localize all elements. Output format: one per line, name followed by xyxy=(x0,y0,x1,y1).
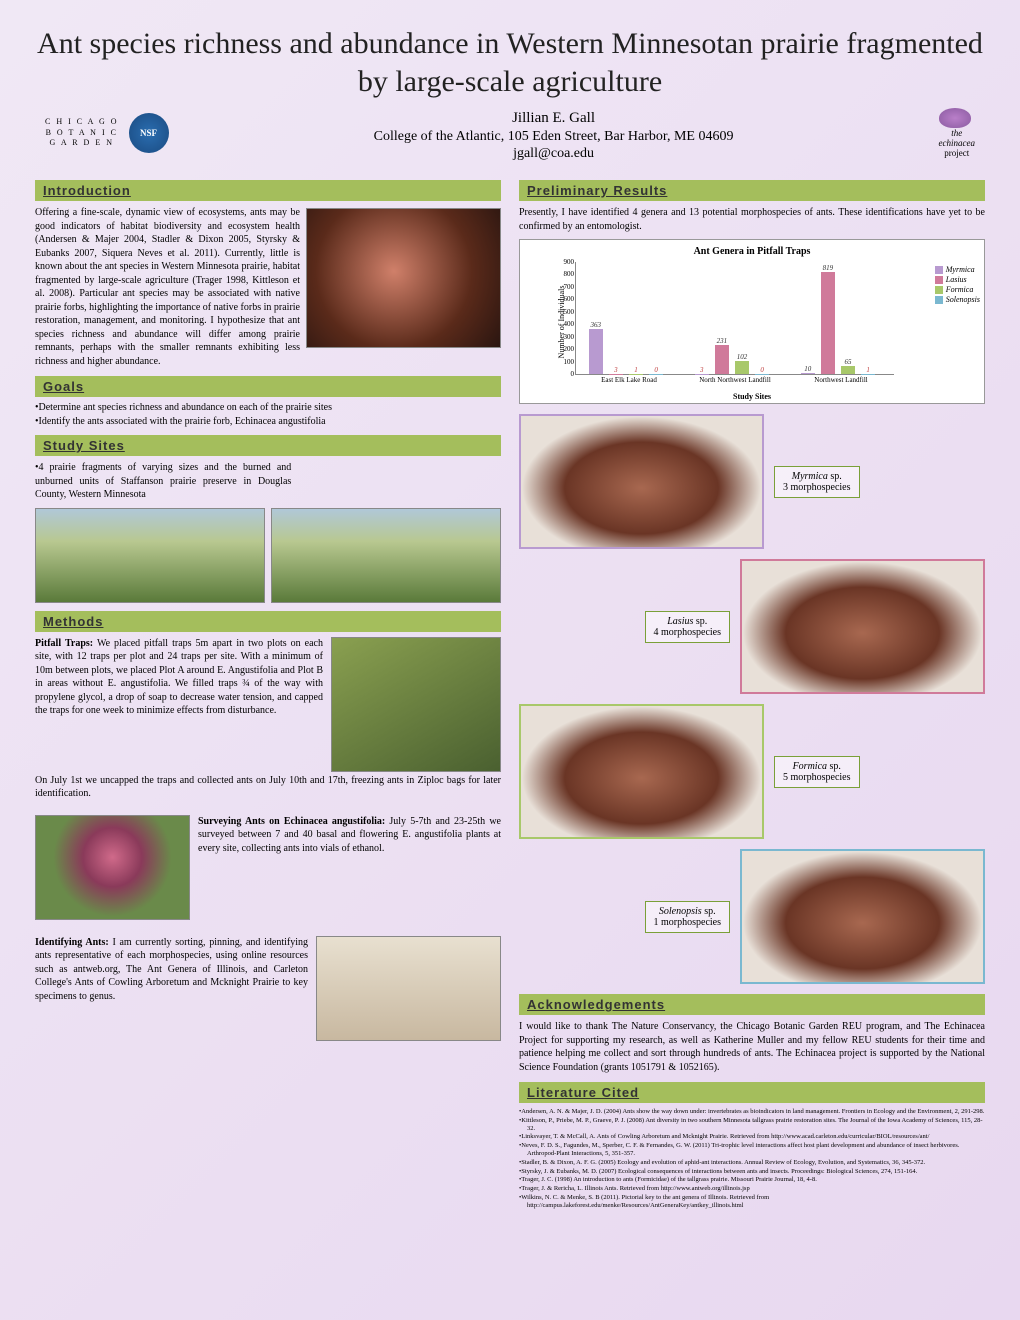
affiliation: College of the Atlantic, 105 Eden Street… xyxy=(374,129,734,145)
author: Jillian E. Gall xyxy=(374,110,734,127)
pitfall-body: We placed pitfall traps 5m apart in two … xyxy=(35,638,323,717)
specimen-image xyxy=(519,704,764,839)
ident-text: Identifying Ants: I am currently sorting… xyxy=(35,936,308,1041)
chart-plot-area: 0100200300400500600700800900East Elk Lak… xyxy=(575,262,894,375)
pitfall-text: Pitfall Traps: We placed pitfall traps 5… xyxy=(35,637,323,772)
email: jgall@coa.edu xyxy=(374,146,734,162)
pitfall-tail: On July 1st we uncapped the traps and co… xyxy=(35,774,501,801)
ack-heading: Acknowledgements xyxy=(519,994,985,1015)
reference-list: •Andersen, A. N. & Majer, J. D. (2004) A… xyxy=(519,1108,985,1210)
survey-text: Surveying Ants on Echinacea angustifolia… xyxy=(198,815,501,920)
prairie-image-2 xyxy=(271,508,501,603)
chart-legend: MyrmicaLasiusFormicaSolenopsis xyxy=(935,264,980,305)
nsf-logo xyxy=(129,113,169,153)
specimen-gallery: Myrmica sp.3 morphospecies Lasius sp.4 mo… xyxy=(519,414,985,984)
chart-title: Ant Genera in Pitfall Traps xyxy=(528,246,976,257)
specimen-image xyxy=(740,559,985,694)
specimen-label: Lasius sp.4 morphospecies xyxy=(645,611,731,643)
poster-title: Ant species richness and abundance in We… xyxy=(35,25,985,100)
intro-heading: Introduction xyxy=(35,180,501,201)
results-intro: Presently, I have identified 4 genera an… xyxy=(519,206,985,233)
cbg-logo: C H I C A G OB O T A N I CG A R D E N xyxy=(45,117,119,148)
echinacea-flower-icon xyxy=(939,108,971,128)
goal-item: •Identify the ants associated with the p… xyxy=(35,416,501,427)
ack-text: I would like to thank The Nature Conserv… xyxy=(519,1020,985,1074)
specimen-label: Myrmica sp.3 morphospecies xyxy=(774,466,860,498)
sites-text: •4 prairie fragments of varying sizes an… xyxy=(35,461,291,502)
pitfall-trap-image xyxy=(331,637,501,772)
pitfall-head: Pitfall Traps: xyxy=(35,638,93,649)
results-heading: Preliminary Results xyxy=(519,180,985,201)
left-column: Introduction Offering a fine-scale, dyna… xyxy=(35,172,501,1211)
methods-heading: Methods xyxy=(35,611,501,632)
echinacea-flower-image xyxy=(35,815,190,920)
ant-sorting-image xyxy=(316,936,501,1041)
header: Ant species richness and abundance in We… xyxy=(35,25,985,162)
logo-row: C H I C A G OB O T A N I CG A R D E N Ji… xyxy=(35,104,985,162)
prairie-images xyxy=(35,508,501,603)
echinacea-logo: theechinaceaproject xyxy=(939,128,975,158)
sites-heading: Study Sites xyxy=(35,435,501,456)
specimen-label: Formica sp.5 morphospecies xyxy=(774,756,860,788)
goal-item: •Determine ant species richness and abun… xyxy=(35,402,501,413)
specimen-image xyxy=(519,414,764,549)
specimen-image xyxy=(740,849,985,984)
survey-head: Surveying Ants on Echinacea angustifolia… xyxy=(198,816,385,827)
chart-x-axis-title: Study Sites xyxy=(733,392,771,401)
specimen-label: Solenopsis sp.1 morphospecies xyxy=(645,901,731,933)
refs-heading: Literature Cited xyxy=(519,1082,985,1103)
genera-chart: Ant Genera in Pitfall Traps Number of In… xyxy=(519,239,985,404)
prairie-image-1 xyxy=(35,508,265,603)
goals-heading: Goals xyxy=(35,376,501,397)
ident-head: Identifying Ants: xyxy=(35,937,109,948)
right-column: Preliminary Results Presently, I have id… xyxy=(519,172,985,1211)
goals-list: •Determine ant species richness and abun… xyxy=(35,402,501,427)
ant-head-image xyxy=(306,208,501,348)
